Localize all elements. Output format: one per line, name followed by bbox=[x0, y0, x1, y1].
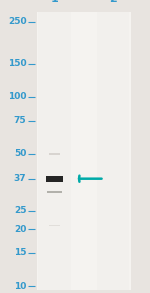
Text: 10: 10 bbox=[14, 282, 27, 291]
Bar bbox=[38, 12, 71, 290]
Text: 37: 37 bbox=[14, 174, 27, 183]
Text: 150: 150 bbox=[8, 59, 27, 68]
Text: 50: 50 bbox=[14, 149, 27, 159]
Text: 100: 100 bbox=[8, 92, 27, 101]
Bar bbox=[47, 190, 62, 193]
Bar bbox=[46, 176, 63, 182]
Text: 1: 1 bbox=[51, 0, 58, 4]
Text: 15: 15 bbox=[14, 248, 27, 258]
Bar bbox=[49, 224, 60, 226]
Text: 2: 2 bbox=[109, 0, 117, 4]
Text: 250: 250 bbox=[8, 17, 27, 26]
Text: 25: 25 bbox=[14, 207, 27, 215]
Text: 75: 75 bbox=[14, 116, 27, 125]
Bar bbox=[49, 153, 60, 155]
Bar bbox=[37, 12, 131, 290]
Bar bbox=[97, 12, 129, 290]
Text: 20: 20 bbox=[14, 225, 27, 234]
